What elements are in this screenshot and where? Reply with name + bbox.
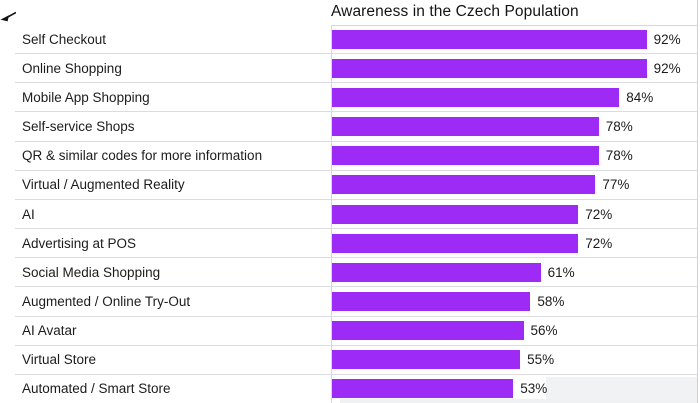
bar-row: Self-service Shops 78% xyxy=(15,112,697,142)
bar xyxy=(332,87,620,107)
bar-row: QR & similar codes for more information 7… xyxy=(15,142,697,171)
bar-row: Virtual / Augmented Reality 77% xyxy=(15,171,697,200)
category-label: Social Media Shopping xyxy=(22,264,161,280)
value-label: 92% xyxy=(653,60,681,76)
value-label: 77% xyxy=(602,177,630,193)
value-label: 84% xyxy=(626,89,654,105)
bar-row: AI Avatar 56% xyxy=(15,317,697,346)
bar xyxy=(332,233,579,253)
value-label: 58% xyxy=(537,293,565,309)
value-label: 78% xyxy=(605,148,633,164)
bar xyxy=(332,175,596,195)
value-label: 53% xyxy=(520,381,548,397)
bar xyxy=(332,262,541,282)
bar xyxy=(332,58,647,78)
category-label: AI Avatar xyxy=(22,323,77,339)
category-label: Virtual Store xyxy=(22,352,97,368)
bar-row: Augmented / Online Try-Out 58% xyxy=(15,287,697,317)
bar xyxy=(332,350,521,370)
category-label: Virtual / Augmented Reality xyxy=(22,177,185,193)
bar-row: Virtual Store 55% xyxy=(15,346,697,375)
bar-row: Advertising at POS 72% xyxy=(15,229,697,259)
value-label: 92% xyxy=(653,31,681,47)
page-edge-shade-bottom xyxy=(340,399,697,403)
category-label: QR & similar codes for more information xyxy=(22,148,263,164)
panel-right-border xyxy=(697,0,698,403)
value-label: 72% xyxy=(585,235,613,251)
value-label: 56% xyxy=(530,323,558,339)
category-label: Automated / Smart Store xyxy=(22,381,171,397)
bar xyxy=(332,29,647,49)
bar-row: Self Checkout 92% xyxy=(15,25,697,55)
value-label: 78% xyxy=(605,119,633,135)
bar-row: Social Media Shopping 61% xyxy=(15,258,697,288)
arrow-icon xyxy=(0,11,16,22)
bar xyxy=(332,117,599,137)
bar xyxy=(332,146,599,166)
category-label: AI xyxy=(22,206,35,222)
bar-row: AI 72% xyxy=(15,200,697,230)
bar-row: Mobile App Shopping 84% xyxy=(15,83,697,113)
value-label: 61% xyxy=(547,264,575,280)
bar-row: Online Shopping 92% xyxy=(15,54,697,84)
value-label: 55% xyxy=(527,352,555,368)
category-label: Self Checkout xyxy=(22,31,107,47)
page-edge-shade xyxy=(546,377,697,403)
category-label: Mobile App Shopping xyxy=(22,89,150,105)
category-label: Online Shopping xyxy=(22,60,122,76)
bar xyxy=(332,291,531,311)
plot-top-border xyxy=(331,25,697,26)
chart-title: Awareness in the Czech Population xyxy=(331,3,579,20)
bar xyxy=(332,204,579,224)
bar-rows: Self Checkout 92% Online Shopping 92% Mobile… xyxy=(15,25,697,403)
bar xyxy=(332,321,524,341)
category-label: Advertising at POS xyxy=(22,235,137,251)
value-label: 72% xyxy=(585,206,613,222)
category-label: Self-service Shops xyxy=(22,119,135,135)
category-label: Augmented / Online Try-Out xyxy=(22,293,191,309)
bar-row: Automated / Smart Store 53% xyxy=(15,375,697,403)
bar xyxy=(332,379,514,399)
y-axis-line xyxy=(331,25,332,403)
